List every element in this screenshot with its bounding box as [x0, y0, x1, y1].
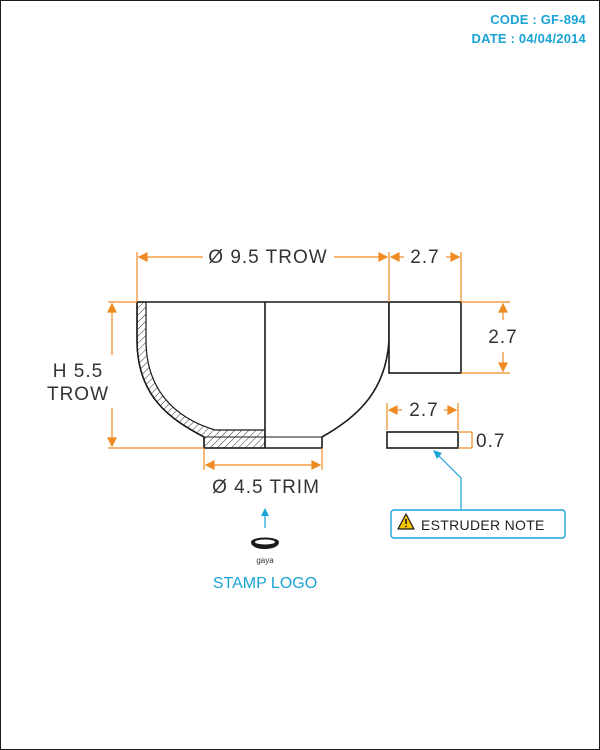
cup-body	[136, 301, 390, 449]
code-label: CODE : GF-894	[490, 12, 586, 27]
top-diameter-label: Ø 9.5 TROW	[208, 247, 327, 268]
stamp-cup-icon	[251, 537, 279, 549]
stamp-logo-callout: gaya STAMP LOGO	[213, 508, 317, 592]
extruder-thickness-label: 0.7	[476, 431, 505, 452]
leader-arrow	[433, 450, 442, 459]
wall-section-hatch	[136, 301, 266, 449]
stamp-brand-text: gaya	[256, 556, 274, 565]
extruder-note-label: ESTRUDER NOTE	[421, 517, 545, 533]
height-label-line2: TROW	[47, 384, 109, 405]
dimension-lines	[107, 252, 510, 470]
handle-height-label: 2.7	[488, 327, 517, 348]
extruder-profile	[386, 431, 459, 449]
leader-line	[437, 454, 462, 509]
handle-block	[388, 301, 462, 374]
bottom-diameter-label: Ø 4.5 TRIM	[212, 477, 320, 498]
warning-icon	[397, 513, 415, 530]
date-label: DATE : 04/04/2014	[471, 31, 586, 46]
note-box	[390, 509, 566, 539]
height-label-line1: H 5.5	[53, 361, 103, 382]
stamp-logo-label: STAMP LOGO	[213, 575, 317, 592]
handle-width-label: 2.7	[410, 247, 439, 268]
extruder-note-callout: ESTRUDER NOTE	[390, 450, 566, 539]
extruder-width-label: 2.7	[409, 400, 438, 421]
